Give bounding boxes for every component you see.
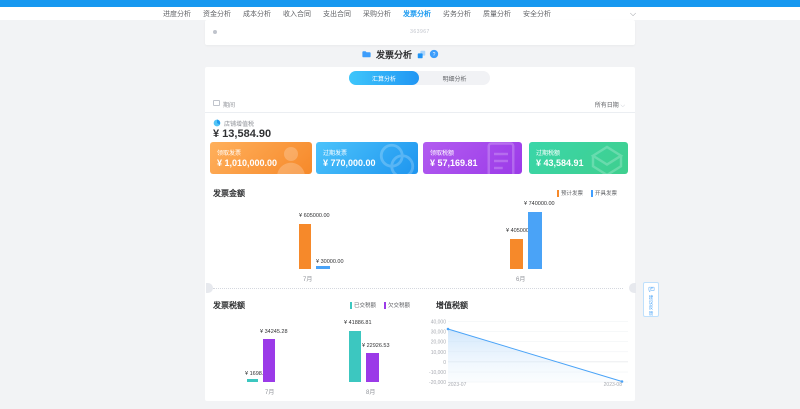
- svg-text:30,000: 30,000: [431, 330, 447, 336]
- svg-text:2023-08: 2023-08: [604, 382, 623, 386]
- svg-text:?: ?: [433, 52, 436, 58]
- svg-text:-10,000: -10,000: [429, 370, 446, 376]
- svg-text:0: 0: [443, 360, 446, 366]
- svg-text:2023-07: 2023-07: [448, 382, 467, 386]
- svg-text:10,000: 10,000: [431, 350, 447, 356]
- svg-text:-20,000: -20,000: [429, 380, 446, 386]
- svg-text:40,000: 40,000: [431, 320, 447, 326]
- svg-text:20,000: 20,000: [431, 340, 447, 346]
